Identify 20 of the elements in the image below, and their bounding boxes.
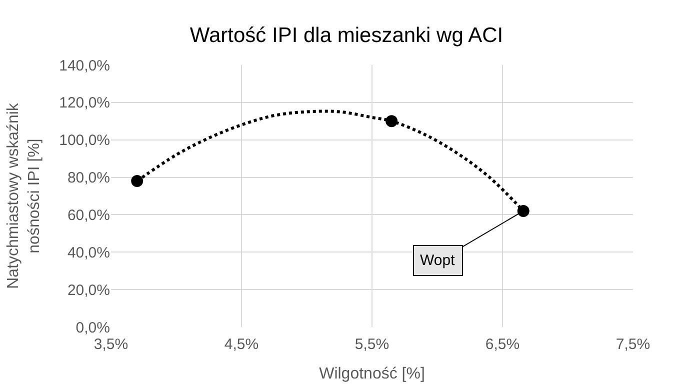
y-axis-title: Natychmiastowy wskaźnik nośności IPI [%] xyxy=(5,102,44,289)
chart-title: Wartość IPI dla mieszanki wg ACI xyxy=(190,24,504,48)
y-tick-label: 0,0% xyxy=(76,319,110,336)
point xyxy=(131,175,144,188)
y-tick-label: 60,0% xyxy=(67,206,110,224)
x-tick-label: 5,5% xyxy=(354,336,390,353)
point xyxy=(386,115,398,128)
x-tick-label: 7,5% xyxy=(616,336,650,353)
y-tick-label: 20,0% xyxy=(67,282,110,299)
point xyxy=(517,204,530,217)
x-tick-label: 6,5% xyxy=(485,336,520,353)
x-tick-label: 4,5% xyxy=(224,336,259,353)
y-tick-label: 80,0% xyxy=(67,170,110,187)
y-tick-label: 40,0% xyxy=(67,244,110,262)
y-tick-label: 140,0% xyxy=(59,57,110,74)
annotation: Wopt xyxy=(420,252,456,269)
x-tick-label: 3,5% xyxy=(94,336,128,353)
x-axis-title: Wilgotność [%] xyxy=(319,366,425,383)
y-tick-label: 120,0% xyxy=(59,94,110,112)
y-tick-label: 100,0% xyxy=(59,132,110,150)
